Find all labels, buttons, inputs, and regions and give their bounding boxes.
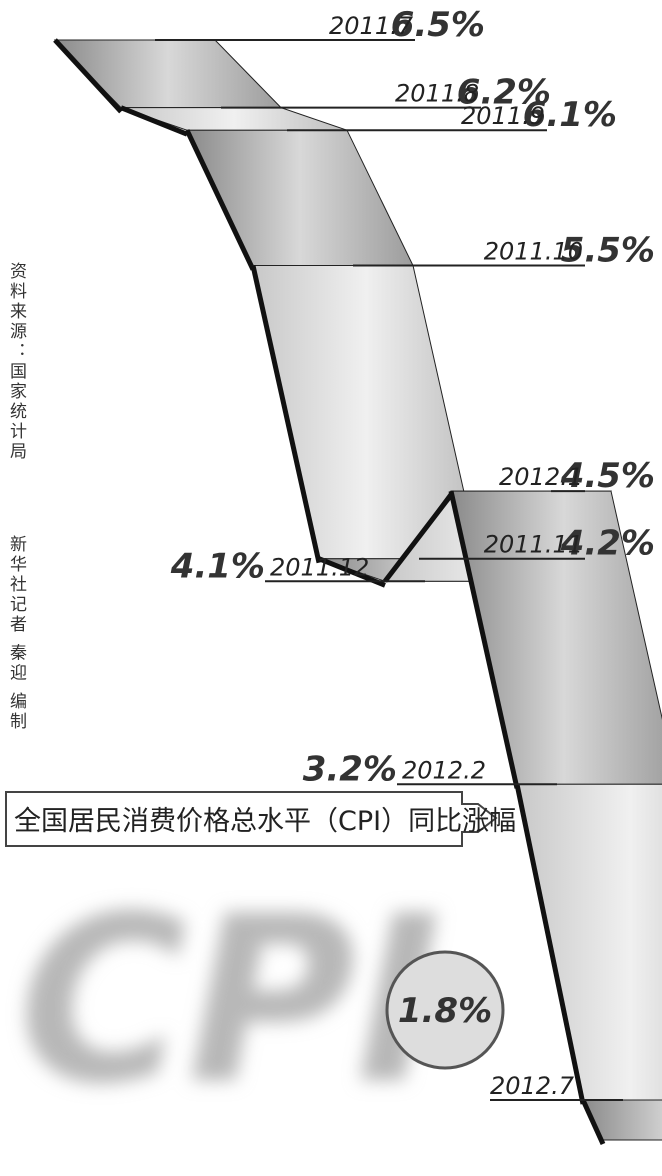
category-label: 2011.7 (329, 12, 414, 40)
category-label: 2011.11 (484, 531, 583, 559)
category-label: 2011.12 (270, 553, 369, 581)
ribbon-segment (517, 784, 662, 1100)
category-label: 2012.1 (499, 463, 583, 491)
page: 资料来源：国家统计局 新华社记者 秦迎 编制 CPI 6.5%2011.76.2… (0, 0, 662, 1176)
category-label: 2012.7 (490, 1072, 575, 1100)
category-label: 2011.10 (484, 238, 583, 266)
title-box: 全国居民消费价格总水平（CPI）同比涨幅 (6, 792, 516, 846)
chart-title: 全国居民消费价格总水平（CPI）同比涨幅 (14, 806, 516, 837)
category-label: 2011.9 (461, 102, 545, 130)
chart: CPI 6.5%2011.76.2%2011.86.1%2011.95.5%20… (0, 0, 662, 1176)
value-label: 1.8% (398, 991, 492, 1031)
watermark: CPI (19, 868, 442, 1135)
ribbon-segment (583, 1100, 662, 1140)
category-label: 2012.2 (402, 756, 486, 784)
value-label: 4.1% (170, 546, 265, 586)
value-label: 3.2% (303, 749, 397, 789)
